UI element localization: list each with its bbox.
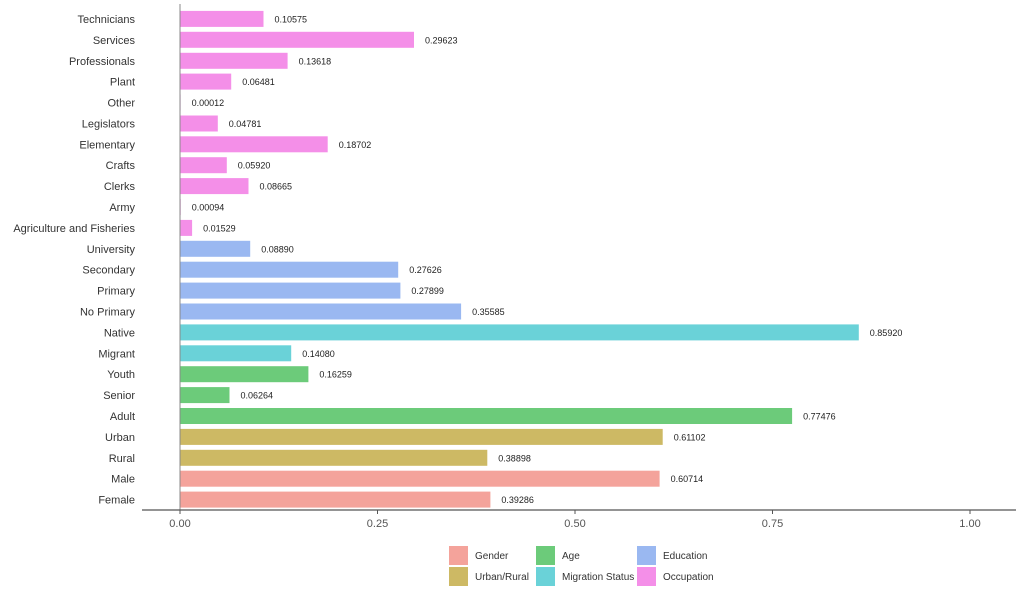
- value-label-professionals: 0.13618: [299, 56, 332, 66]
- value-label-clerks: 0.08665: [260, 182, 293, 192]
- category-label-legislators: Legislators: [82, 119, 136, 131]
- x-tick-label-0: 0.00: [169, 518, 190, 530]
- value-label-secondary: 0.27626: [409, 265, 442, 275]
- value-label-no-primary: 0.35585: [472, 307, 505, 317]
- legend-label-education: Education: [663, 551, 707, 562]
- legend-label-migration-status: Migration Status: [562, 572, 634, 583]
- legend-label-urban-rural: Urban/Rural: [475, 572, 529, 583]
- x-tick-label-2: 0.50: [564, 518, 585, 530]
- value-label-plant: 0.06481: [242, 77, 275, 87]
- category-label-no-primary: No Primary: [80, 307, 136, 319]
- bar-senior: [180, 387, 230, 404]
- category-label-urban: Urban: [105, 432, 135, 444]
- value-label-agriculture-and-fisheries: 0.01529: [203, 223, 236, 233]
- value-label-services: 0.29623: [425, 35, 458, 45]
- legend: Gender Age Education Urban/Rural Migration S…: [449, 546, 714, 586]
- bar-legislators: [180, 115, 218, 132]
- bar-clerks: [180, 178, 249, 195]
- bar-rural: [180, 449, 488, 466]
- category-label-clerks: Clerks: [104, 181, 136, 193]
- bar-technicians: [180, 10, 264, 27]
- bar-elementary: [180, 136, 328, 153]
- value-label-male: 0.60714: [671, 474, 704, 484]
- value-label-primary: 0.27899: [411, 286, 444, 296]
- category-labels-layer: Technicians 0.10575 Services 0.29623 Profess…: [13, 14, 902, 507]
- value-label-technicians: 0.10575: [275, 14, 308, 24]
- value-label-rural: 0.38898: [498, 453, 531, 463]
- category-label-rural: Rural: [109, 453, 135, 465]
- category-label-other: Other: [107, 98, 135, 110]
- category-label-primary: Primary: [97, 286, 135, 298]
- value-label-adult: 0.77476: [803, 412, 836, 422]
- bar-plant: [180, 73, 232, 90]
- legend-swatch-migration-status: [536, 567, 555, 586]
- bars-layer: [180, 10, 859, 508]
- category-label-services: Services: [93, 35, 136, 47]
- category-label-elementary: Elementary: [79, 139, 135, 151]
- legend-swatch-gender: [449, 546, 468, 565]
- category-label-professionals: Professionals: [69, 56, 136, 68]
- legend-swatch-age: [536, 546, 555, 565]
- category-label-native: Native: [104, 327, 135, 339]
- bar-professionals: [180, 52, 288, 69]
- value-label-army: 0.00094: [192, 203, 225, 213]
- legend-label-age: Age: [562, 551, 580, 562]
- value-label-university: 0.08890: [261, 244, 294, 254]
- bar-youth: [180, 366, 309, 383]
- value-label-youth: 0.16259: [319, 370, 352, 380]
- category-label-male: Male: [111, 474, 135, 486]
- value-label-native: 0.85920: [870, 328, 903, 338]
- bar-migrant: [180, 345, 292, 362]
- category-label-youth: Youth: [107, 369, 135, 381]
- category-label-university: University: [87, 244, 136, 256]
- category-label-crafts: Crafts: [106, 160, 136, 172]
- x-axis: 0.00 0.25 0.50 0.75 1.00: [142, 4, 1016, 530]
- bar-urban: [180, 428, 663, 445]
- category-label-senior: Senior: [103, 390, 135, 402]
- category-label-plant: Plant: [110, 77, 135, 89]
- value-label-other: 0.00012: [192, 98, 225, 108]
- bar-male: [180, 470, 660, 487]
- bar-female: [180, 491, 491, 508]
- bar-adult: [180, 408, 793, 424]
- category-label-technicians: Technicians: [78, 14, 136, 26]
- category-label-agriculture-and-fisheries: Agriculture and Fisheries: [13, 223, 135, 235]
- x-tick-label-4: 1.00: [959, 518, 980, 530]
- x-tick-label-1: 0.25: [367, 518, 388, 530]
- category-label-army: Army: [109, 202, 135, 214]
- legend-swatch-urban-rural: [449, 567, 468, 586]
- value-label-female: 0.39286: [501, 495, 534, 505]
- bar-university: [180, 240, 251, 257]
- legend-label-gender: Gender: [475, 551, 509, 562]
- bar-agriculture-and-fisheries: [180, 219, 193, 236]
- bar-services: [180, 31, 414, 48]
- value-label-elementary: 0.18702: [339, 140, 372, 150]
- value-label-senior: 0.06264: [241, 391, 274, 401]
- category-label-migrant: Migrant: [98, 348, 135, 360]
- legend-swatch-education: [637, 546, 656, 565]
- category-label-adult: Adult: [110, 411, 135, 423]
- value-label-crafts: 0.05920: [238, 161, 271, 171]
- value-label-migrant: 0.14080: [302, 349, 335, 359]
- bar-secondary: [180, 261, 399, 278]
- value-label-legislators: 0.04781: [229, 119, 262, 129]
- legend-label-occupation: Occupation: [663, 572, 714, 583]
- category-label-female: Female: [98, 495, 135, 507]
- bar-crafts: [180, 157, 227, 174]
- x-tick-label-3: 0.75: [762, 518, 783, 530]
- legend-swatch-occupation: [637, 567, 656, 586]
- bar-primary: [180, 282, 401, 299]
- value-label-urban: 0.61102: [674, 432, 706, 442]
- bar-no-primary: [180, 303, 462, 320]
- bar-native: [180, 324, 859, 341]
- category-label-secondary: Secondary: [82, 265, 135, 277]
